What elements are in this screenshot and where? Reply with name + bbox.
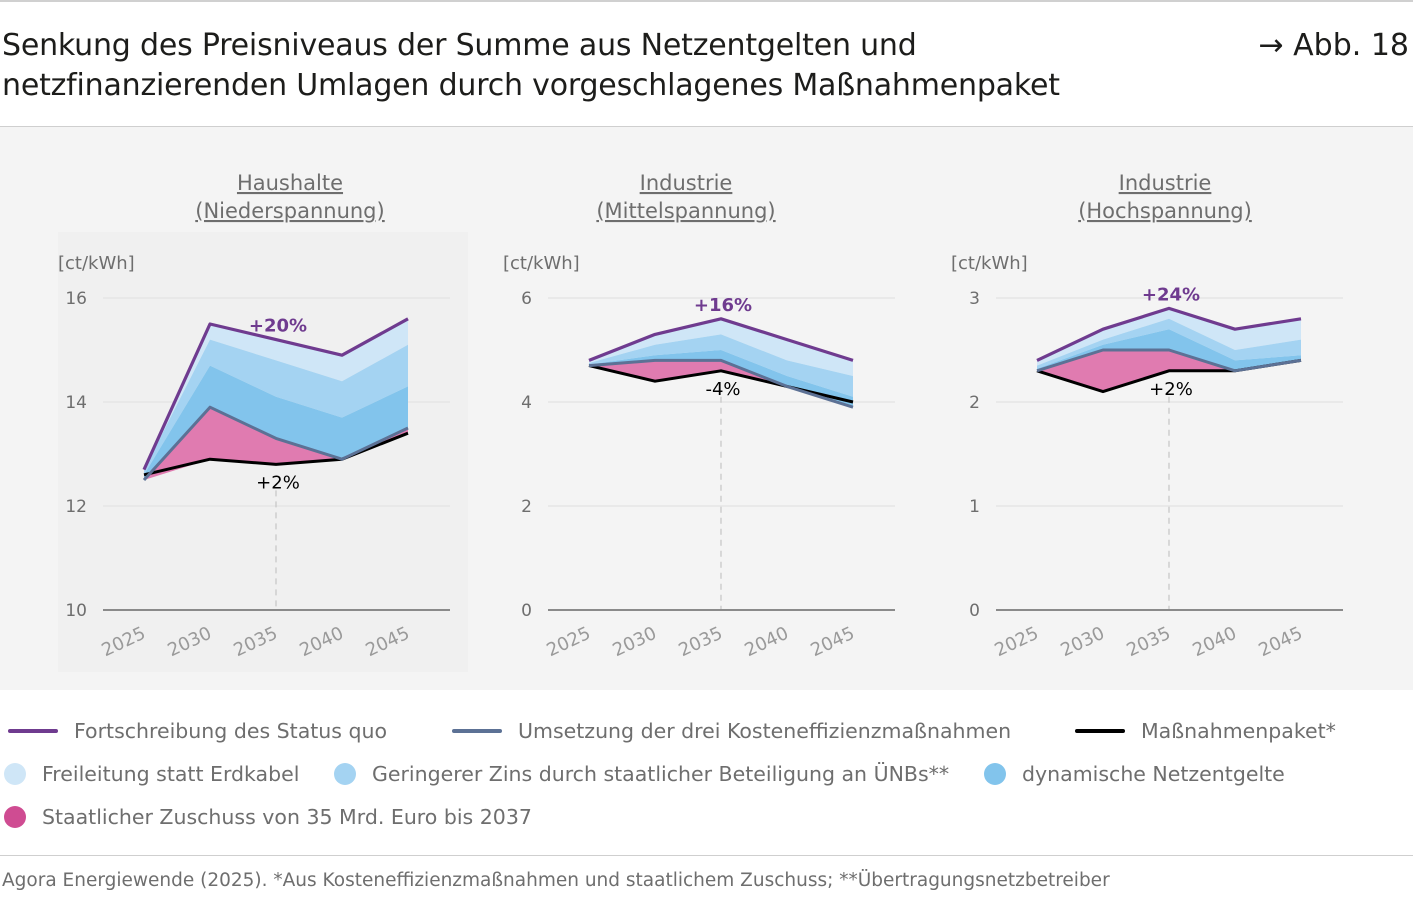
area-freileitung (589, 318, 853, 376)
source-note: Agora Energiewende (2025). *Aus Kostenef… (2, 870, 1110, 891)
title-line-1: Senkung des Preisniveaus der Summe aus N… (2, 28, 917, 63)
annotation-top: +16% (694, 295, 752, 316)
chart-title-line: (Hochspannung) (1078, 199, 1252, 223)
y-tick-label: 6 (521, 289, 532, 309)
top-rule (0, 0, 1413, 2)
chart-panel-mittelspannung: Industrie (Mittelspannung) [ct/kWh] 0 2 4 6 +1… (503, 171, 895, 661)
x-tick-label: 2030 (609, 623, 659, 661)
y-axis-label: [ct/kWh] (951, 253, 1028, 274)
line-kosteneffizienz (142, 405, 409, 482)
area-dynamische-netzentgelte (144, 365, 408, 480)
legend-label-zuschuss: Staatlicher Zuschuss von 35 Mrd. Euro bi… (42, 805, 532, 829)
legend-item-kosteneffizienz: Umsetzung der drei Kosteneffizienzmaßnah… (452, 716, 1011, 746)
y-tick-label: 2 (521, 497, 532, 517)
figure-reference: → Abb. 18 (1258, 28, 1409, 63)
line-massnahmenpaket (588, 364, 854, 404)
y-tick-label: 4 (521, 393, 532, 413)
y-axis-label: [ct/kWh] (503, 253, 580, 274)
legend-swatch-massnahmenpaket (1075, 729, 1125, 733)
x-tick-label: 2040 (1189, 623, 1239, 661)
x-tick-label: 2030 (1057, 623, 1107, 661)
y-tick-label: 0 (521, 601, 532, 621)
y-tick-label: 1 (969, 497, 980, 517)
legend-label-freileitung: Freileitung statt Erdkabel (42, 762, 300, 786)
charts-svg: Haushalte(Niederspannung)[ct/kWh]1012141… (58, 171, 1343, 661)
legend-label-dynamisch: dynamische Netzentgelte (1022, 762, 1285, 786)
figure-title: Senkung des Preisniveaus der Summe aus N… (2, 26, 1182, 106)
line-kosteneffizienz (1036, 348, 1302, 373)
x-tick-label: 2045 (1255, 623, 1305, 661)
legend-label-zins: Geringerer Zins durch staatlicher Beteil… (372, 762, 950, 786)
legend-label-status-quo: Fortschreibung des Status quo (74, 719, 388, 743)
area-staatlicher-zuschuss (589, 360, 853, 408)
legend-item-freileitung: Freileitung statt Erdkabel (4, 759, 299, 789)
x-tick-label: 2025 (543, 623, 593, 661)
legend-swatch-status-quo (8, 729, 58, 733)
line-status-quo (588, 317, 854, 362)
y-tick-label: 16 (65, 289, 87, 309)
chart-title-line: Industrie (640, 171, 733, 195)
legend-label-kosteneffizienz: Umsetzung der drei Kosteneffizienzmaßnah… (518, 719, 1012, 743)
legend-item-massnahmenpaket: Maßnahmenpaket* (1075, 716, 1336, 746)
legend-swatch-kosteneffizienz (452, 729, 502, 733)
y-tick-label: 10 (65, 601, 87, 621)
line-massnahmenpaket (143, 431, 409, 477)
legend-swatch-dynamisch (984, 763, 1006, 785)
x-tick-label: 2030 (164, 623, 214, 661)
area-geringerer-zins (144, 339, 408, 475)
legend: Fortschreibung des Status quo Umsetzung … (0, 700, 1413, 850)
y-tick-label: 14 (65, 393, 87, 413)
legend-item-dynamisch: dynamische Netzentgelte (984, 759, 1285, 789)
annotation-bottom: +2% (1149, 379, 1193, 400)
chart-title-line: Haushalte (237, 171, 343, 195)
chart-panel-hochspannung: Industrie (Hochspannung) [ct/kWh] 0 1 2 3 +24% +… (951, 171, 1343, 661)
legend-swatch-freileitung (4, 763, 26, 785)
legend-item-zins: Geringerer Zins durch staatlicher Beteil… (334, 759, 949, 789)
legend-swatch-zins (334, 763, 356, 785)
annotation-bottom: +2% (256, 472, 300, 493)
x-tick-label: 2040 (741, 623, 791, 661)
x-tick-label: 2025 (991, 623, 1041, 661)
annotation-top: +24% (1142, 284, 1200, 305)
x-tick-label: 2035 (675, 623, 725, 661)
annotation-top: +20% (249, 316, 307, 337)
x-tick-label: 2040 (296, 623, 346, 661)
legend-item-status-quo: Fortschreibung des Status quo (8, 716, 387, 746)
x-tick-label: 2035 (230, 623, 280, 661)
chart-title-line: Industrie (1119, 171, 1212, 195)
area-geringerer-zins (1037, 318, 1301, 369)
area-staatlicher-zuschuss (144, 407, 408, 480)
y-tick-label: 2 (969, 393, 980, 413)
header-rule (0, 126, 1413, 127)
line-kosteneffizienz (588, 358, 854, 409)
y-tick-label: 3 (969, 289, 980, 309)
title-line-2: netzfinanzierenden Umlagen durch vorgesc… (2, 68, 1060, 103)
y-tick-label: 12 (65, 497, 87, 517)
legend-label-massnahmenpaket: Maßnahmenpaket* (1141, 719, 1336, 743)
x-tick-label: 2045 (362, 623, 412, 661)
area-geringerer-zins (589, 334, 853, 397)
chart-title-line: (Niederspannung) (195, 199, 384, 223)
chart-panel-haushalte: Haushalte (Niederspannung) [ct/kWh] 10 12 14 1… (58, 171, 450, 661)
y-axis-label: [ct/kWh] (58, 253, 135, 274)
x-tick-label: 2035 (1123, 623, 1173, 661)
line-status-quo (1036, 306, 1302, 362)
legend-item-zuschuss: Staatlicher Zuschuss von 35 Mrd. Euro bi… (4, 802, 532, 832)
chart-title-line: (Mittelspannung) (596, 199, 775, 223)
legend-swatch-zuschuss (4, 806, 26, 828)
x-tick-label: 2025 (98, 623, 148, 661)
x-tick-label: 2045 (807, 623, 857, 661)
annotation-bottom: -4% (705, 379, 740, 400)
footer-rule (0, 855, 1413, 856)
y-tick-label: 0 (969, 601, 980, 621)
line-status-quo (142, 317, 409, 471)
